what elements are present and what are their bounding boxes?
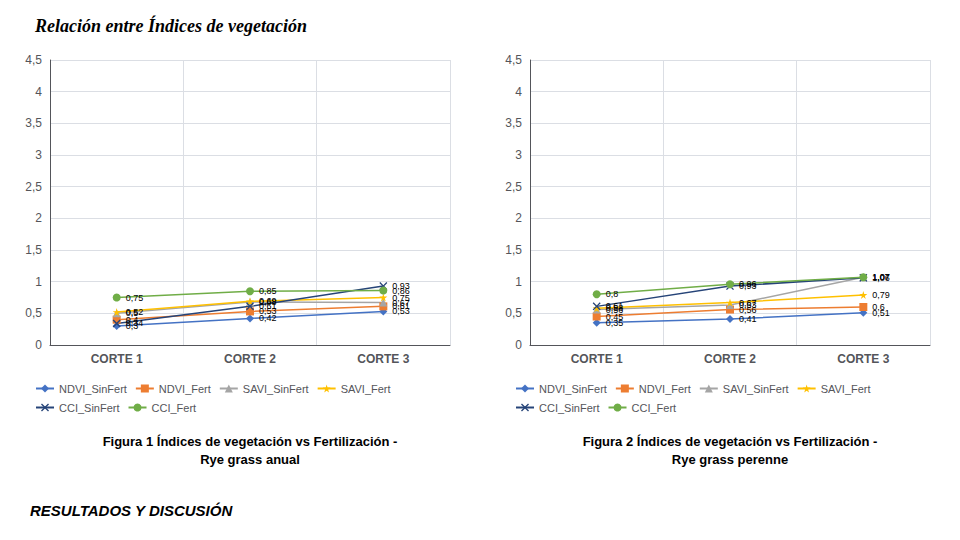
svg-text:0,34: 0,34 [126, 318, 144, 328]
svg-text:4,5: 4,5 [505, 53, 522, 67]
svg-text:0,61: 0,61 [606, 301, 624, 311]
svg-text:CORTE 3: CORTE 3 [837, 352, 889, 366]
svg-text:2,5: 2,5 [505, 180, 522, 194]
svg-text:0: 0 [515, 338, 522, 352]
svg-text:0,51: 0,51 [872, 307, 890, 318]
svg-text:0,53: 0,53 [259, 306, 277, 317]
svg-text:0,67: 0,67 [739, 298, 757, 308]
svg-text:RESULTADOS Y DISCUSIÓN: RESULTADOS Y DISCUSIÓN [30, 502, 233, 519]
svg-text:3,5: 3,5 [25, 116, 42, 130]
svg-text:NDVI_SinFert: NDVI_SinFert [59, 383, 127, 395]
svg-text:0,86: 0,86 [392, 286, 410, 296]
svg-text:1,5: 1,5 [25, 243, 42, 257]
svg-text:3: 3 [515, 148, 522, 162]
svg-text:4: 4 [515, 85, 522, 99]
svg-text:4,5: 4,5 [25, 53, 42, 67]
svg-text:SAVI_SinFert: SAVI_SinFert [243, 383, 309, 395]
svg-text:1,07: 1,07 [872, 272, 890, 282]
svg-text:0: 0 [35, 338, 42, 352]
svg-text:CORTE 1: CORTE 1 [571, 352, 623, 366]
svg-text:CCI_SinFert: CCI_SinFert [539, 402, 600, 414]
svg-text:0,42: 0,42 [259, 313, 277, 324]
svg-text:0,67: 0,67 [392, 297, 410, 308]
svg-text:CORTE 2: CORTE 2 [224, 352, 276, 366]
svg-text:SAVI_SinFert: SAVI_SinFert [723, 383, 789, 395]
svg-text:3: 3 [35, 148, 42, 162]
svg-text:CCI_Fert: CCI_Fert [632, 402, 677, 414]
svg-text:0,45: 0,45 [605, 311, 624, 322]
svg-text:1: 1 [35, 275, 42, 289]
svg-text:3,5: 3,5 [505, 116, 522, 130]
svg-text:0,52: 0,52 [126, 307, 144, 317]
svg-text:1,5: 1,5 [505, 243, 522, 257]
svg-text:NDVI_Fert: NDVI_Fert [159, 383, 211, 395]
svg-text:0,8: 0,8 [606, 289, 619, 299]
svg-text:SAVI_Fert: SAVI_Fert [341, 383, 391, 395]
svg-text:0,79: 0,79 [872, 290, 890, 300]
svg-text:CORTE 1: CORTE 1 [91, 352, 143, 366]
svg-text:NDVI_SinFert: NDVI_SinFert [539, 383, 607, 395]
svg-text:0,75: 0,75 [392, 292, 410, 303]
svg-text:0,5: 0,5 [25, 306, 42, 320]
svg-text:0,6: 0,6 [872, 302, 885, 312]
svg-text:0,61: 0,61 [259, 301, 277, 311]
svg-text:CORTE 3: CORTE 3 [357, 352, 409, 366]
svg-text:Rye grass anual: Rye grass anual [200, 452, 300, 467]
svg-text:CCI_Fert: CCI_Fert [152, 402, 197, 414]
svg-text:NDVI_Fert: NDVI_Fert [639, 383, 691, 395]
svg-text:0,53: 0,53 [392, 306, 410, 317]
svg-text:0,96: 0,96 [739, 279, 757, 289]
svg-text:1,07: 1,07 [872, 272, 890, 282]
svg-text:CORTE 2: CORTE 2 [704, 352, 756, 366]
svg-text:2,5: 2,5 [25, 180, 42, 194]
svg-text:0,41: 0,41 [739, 314, 757, 324]
svg-text:Rye grass perenne: Rye grass perenne [672, 452, 788, 467]
svg-text:Figura 1 Índices de vegetación: Figura 1 Índices de vegetación vs Fertil… [103, 434, 398, 449]
svg-text:1,06: 1,06 [872, 273, 890, 283]
svg-text:0,35: 0,35 [605, 317, 624, 328]
svg-text:1: 1 [515, 275, 522, 289]
svg-text:0,75: 0,75 [126, 293, 144, 303]
svg-text:2: 2 [35, 211, 42, 225]
svg-text:2: 2 [515, 211, 522, 225]
svg-text:0,85: 0,85 [259, 286, 277, 296]
svg-text:Relación entre Índices de vege: Relación entre Índices de vegetación [34, 15, 307, 36]
svg-text:4: 4 [35, 85, 42, 99]
svg-text:0,5: 0,5 [505, 306, 522, 320]
svg-text:Figura 2 Índices de vegetación: Figura 2 Índices de vegetación vs Fertil… [583, 434, 878, 449]
svg-text:CCI_SinFert: CCI_SinFert [59, 402, 120, 414]
svg-text:SAVI_Fert: SAVI_Fert [821, 383, 871, 395]
